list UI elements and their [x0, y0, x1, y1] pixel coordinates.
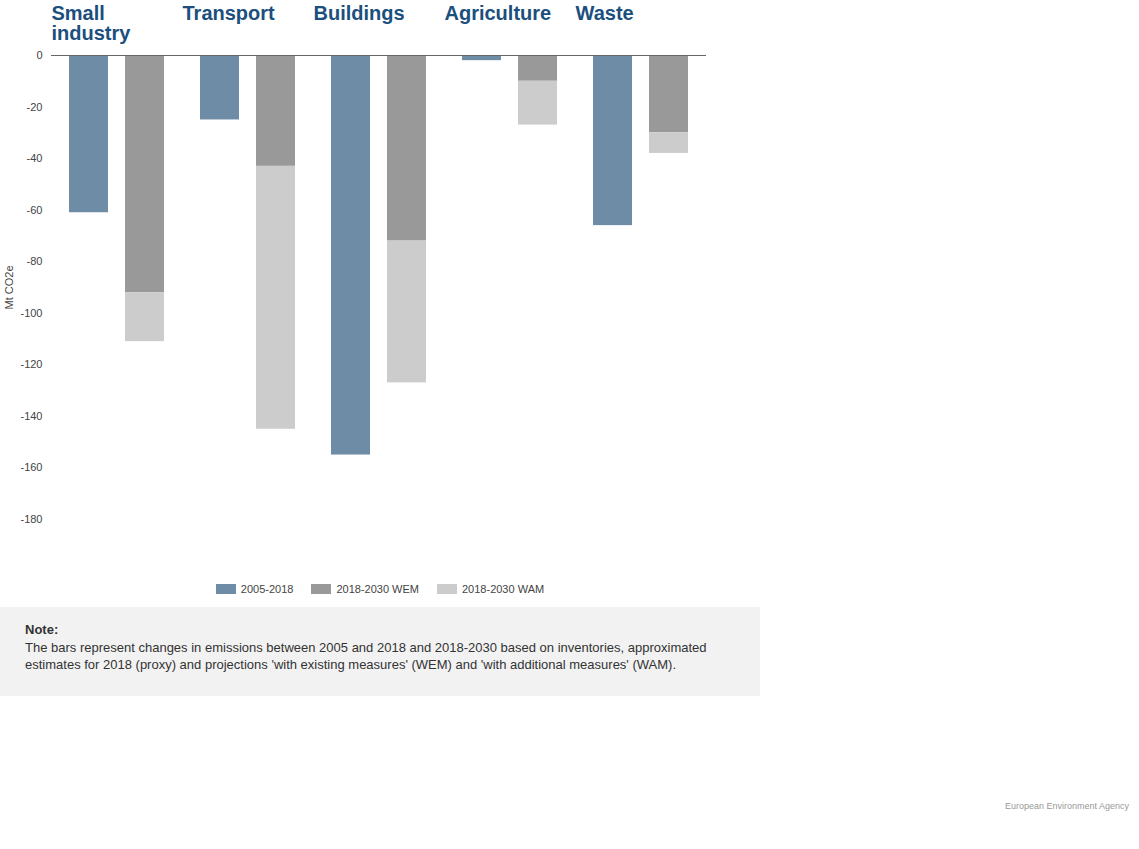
- svg-text:-20: -20: [27, 101, 43, 113]
- svg-text:Agriculture: Agriculture: [445, 2, 552, 24]
- svg-text:-100: -100: [20, 307, 42, 319]
- svg-text:Transport: Transport: [183, 2, 276, 24]
- html-text:Note:: Note:: [25, 622, 59, 637]
- svg-text:Buildings: Buildings: [314, 2, 405, 24]
- html-text:2018-2030 WEM: 2018-2030 WEM: [336, 583, 419, 595]
- html-text:2018-2030 WAM: 2018-2030 WAM: [462, 583, 545, 595]
- svg-text:-80: -80: [27, 255, 43, 267]
- svg-text:-120: -120: [20, 358, 42, 370]
- html-text:European Environment Agency: European Environment Agency: [1004, 801, 1129, 811]
- html-text:The bars represent changes in: The bars represent changes in emissions …: [25, 639, 707, 673]
- html-text:2005-2018: 2005-2018: [240, 583, 294, 595]
- svg-text:-60: -60: [27, 204, 43, 216]
- svg-text:-160: -160: [20, 461, 42, 473]
- svg-text:Waste: Waste: [576, 2, 634, 24]
- svg-text:-180: -180: [20, 513, 42, 525]
- svg-text:Mt CO2e: Mt CO2e: [3, 265, 15, 309]
- svg-text:-140: -140: [20, 410, 42, 422]
- svg-text:0: 0: [36, 49, 42, 61]
- svg-text:Smallindustry: Smallindustry: [52, 2, 132, 44]
- svg-text:-40: -40: [27, 152, 43, 164]
